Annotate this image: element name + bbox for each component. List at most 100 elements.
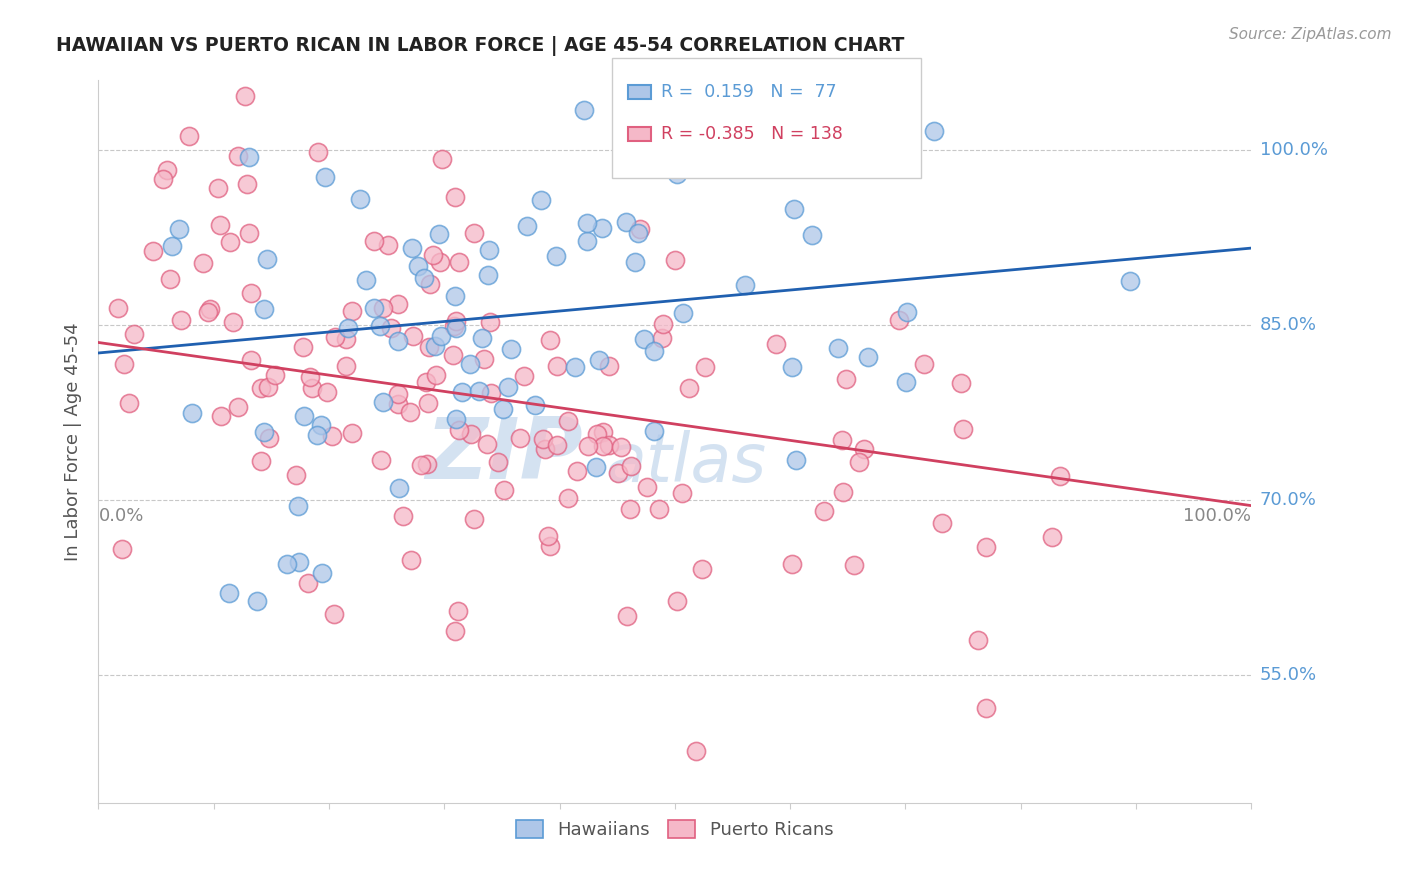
Point: [565, 464, 588, 478]
Y-axis label: In Labor Force | Age 45-54: In Labor Force | Age 45-54: [65, 322, 83, 561]
Point: [530, 194, 553, 208]
Point: [416, 457, 439, 471]
Point: [952, 421, 974, 435]
Point: [598, 438, 620, 452]
Point: [418, 340, 440, 354]
Point: [516, 219, 538, 234]
Point: [218, 585, 240, 599]
Text: atlas: atlas: [606, 430, 766, 496]
Point: [922, 123, 945, 137]
Point: [572, 103, 595, 117]
Point: [419, 277, 441, 291]
Point: [238, 151, 260, 165]
Text: 100.0%: 100.0%: [1184, 507, 1251, 524]
Point: [592, 425, 614, 439]
Point: [546, 438, 568, 452]
Point: [363, 234, 385, 248]
Point: [588, 353, 610, 368]
Point: [371, 395, 394, 409]
Point: [297, 576, 319, 591]
Point: [160, 238, 183, 252]
Point: [450, 384, 472, 399]
Point: [321, 428, 343, 442]
Point: [685, 744, 707, 758]
Legend: Hawaiians, Puerto Ricans: Hawaiians, Puerto Ricans: [508, 811, 842, 848]
Point: [354, 273, 377, 287]
Point: [198, 301, 221, 316]
Point: [690, 561, 713, 575]
Point: [538, 334, 561, 348]
Point: [226, 149, 249, 163]
Point: [263, 368, 285, 382]
Point: [416, 395, 439, 409]
Point: [835, 372, 858, 386]
Point: [664, 252, 686, 267]
Point: [387, 297, 409, 311]
Point: [107, 301, 129, 315]
Point: [619, 501, 641, 516]
Point: [478, 315, 501, 329]
Point: [238, 226, 260, 240]
Point: [415, 376, 437, 390]
Point: [631, 139, 654, 153]
Point: [636, 480, 658, 494]
Text: 55.0%: 55.0%: [1260, 665, 1317, 683]
Point: [368, 318, 391, 333]
Point: [380, 321, 402, 335]
Point: [425, 339, 447, 353]
Point: [734, 278, 756, 293]
Point: [478, 244, 501, 258]
Point: [257, 380, 280, 394]
Text: 100.0%: 100.0%: [1260, 141, 1327, 159]
Point: [585, 459, 607, 474]
Point: [513, 369, 536, 384]
Point: [250, 382, 273, 396]
Point: [627, 226, 650, 240]
Point: [441, 348, 464, 362]
Text: R =  0.159   N =  77: R = 0.159 N = 77: [661, 83, 837, 101]
Point: [672, 306, 695, 320]
Point: [179, 128, 201, 143]
Point: [222, 315, 245, 329]
Point: [159, 272, 181, 286]
Point: [509, 431, 531, 445]
Point: [832, 485, 855, 500]
Point: [197, 305, 219, 319]
Point: [371, 301, 394, 315]
Point: [387, 387, 409, 401]
Point: [856, 351, 879, 365]
Point: [827, 341, 849, 355]
Point: [544, 249, 567, 263]
Point: [557, 491, 579, 506]
Point: [598, 359, 620, 373]
Point: [191, 256, 214, 270]
Point: [912, 357, 935, 371]
Point: [458, 357, 481, 371]
Point: [501, 343, 523, 357]
Point: [408, 260, 430, 274]
Point: [782, 359, 804, 374]
Point: [256, 252, 278, 267]
Point: [444, 320, 467, 334]
Point: [252, 425, 274, 440]
Point: [591, 220, 613, 235]
Point: [323, 330, 346, 344]
Point: [309, 418, 332, 433]
Point: [181, 406, 204, 420]
Point: [831, 433, 853, 447]
Point: [276, 557, 298, 571]
Point: [401, 329, 423, 343]
Point: [974, 701, 997, 715]
Point: [422, 247, 444, 261]
Point: [624, 255, 647, 269]
Text: HAWAIIAN VS PUERTO RICAN IN LABOR FORCE | AGE 45-54 CORRELATION CHART: HAWAIIAN VS PUERTO RICAN IN LABOR FORCE …: [56, 36, 904, 55]
Point: [523, 398, 546, 412]
Point: [633, 332, 655, 346]
Point: [246, 594, 269, 608]
Point: [666, 593, 689, 607]
Point: [292, 409, 315, 424]
Point: [444, 314, 467, 328]
Point: [648, 501, 671, 516]
Point: [446, 412, 468, 426]
Point: [111, 542, 134, 557]
